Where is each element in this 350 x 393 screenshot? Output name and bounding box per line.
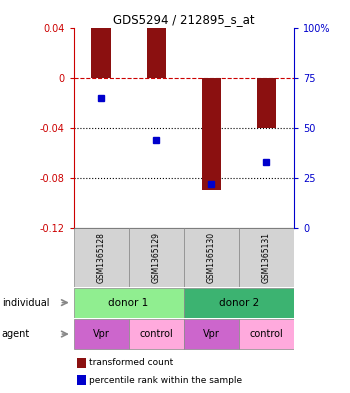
Bar [74,228,129,287]
Bar [74,288,184,318]
Text: control: control [250,329,283,339]
Text: GSM1365128: GSM1365128 [97,232,106,283]
Text: individual: individual [2,298,49,308]
Bar [257,78,276,128]
Bar [239,228,294,287]
Text: transformed count: transformed count [89,358,174,367]
Bar [91,28,111,78]
Text: donor 1: donor 1 [108,298,149,308]
Bar [74,319,129,349]
Text: GSM1365131: GSM1365131 [262,232,271,283]
Text: percentile rank within the sample: percentile rank within the sample [89,376,242,384]
Bar [184,228,239,287]
Bar [184,319,239,349]
Bar [129,228,184,287]
Text: agent: agent [2,329,30,339]
Bar [147,28,166,78]
Text: Vpr: Vpr [93,329,110,339]
Bar [184,288,294,318]
Text: GSM1365130: GSM1365130 [207,232,216,283]
Bar [129,319,184,349]
Text: control: control [139,329,173,339]
Bar [239,319,294,349]
Text: donor 2: donor 2 [219,298,259,308]
Text: Vpr: Vpr [203,329,220,339]
Title: GDS5294 / 212895_s_at: GDS5294 / 212895_s_at [113,13,254,26]
Text: GSM1365129: GSM1365129 [152,232,161,283]
Bar [202,78,221,190]
